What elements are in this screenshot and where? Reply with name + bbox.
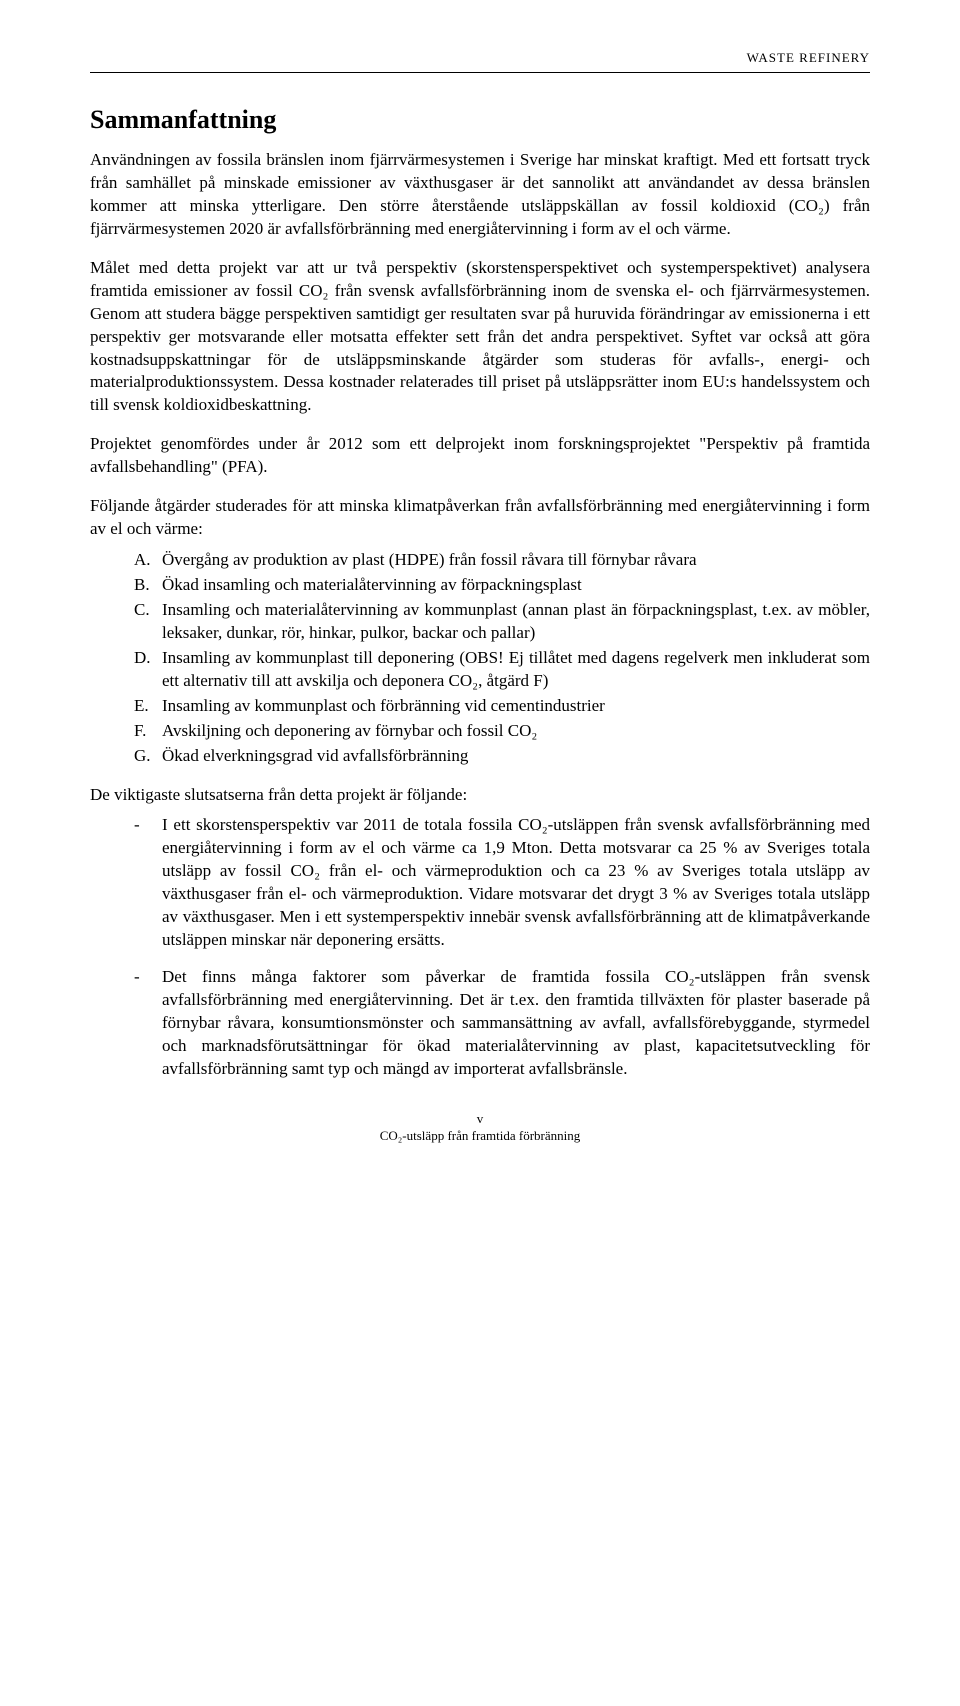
conclusion-text: Det finns många faktorer som påverkar de… [162, 966, 870, 1081]
list-marker: C. [134, 599, 162, 645]
page: WASTE REFINERY Sammanfattning Användning… [0, 0, 960, 1185]
measure-item: G. Ökad elverkningsgrad vid avfallsförbr… [134, 745, 870, 768]
measure-text: Avskiljning och deponering av förnybar o… [162, 720, 870, 743]
list-marker: - [134, 814, 162, 952]
conclusions-list: - I ett skorstensperspektiv var 2011 de … [90, 814, 870, 1080]
list-marker: B. [134, 574, 162, 597]
conclusion-item: - I ett skorstensperspektiv var 2011 de … [134, 814, 870, 952]
list-marker: D. [134, 647, 162, 693]
list-marker: F. [134, 720, 162, 743]
list-marker: E. [134, 695, 162, 718]
paragraph-project: Projektet genomfördes under år 2012 som … [90, 433, 870, 479]
measure-text: Insamling av kommunplast till deponering… [162, 647, 870, 693]
conclusion-text: I ett skorstensperspektiv var 2011 de to… [162, 814, 870, 952]
measures-list: A. Övergång av produktion av plast (HDPE… [90, 549, 870, 767]
list-marker: - [134, 966, 162, 1081]
paragraph-goal: Målet med detta projekt var att ur två p… [90, 257, 870, 418]
page-footer: v CO₂-utsläpp från framtida förbränning [90, 1111, 870, 1145]
conclusion-item: - Det finns många faktorer som påverkar … [134, 966, 870, 1081]
measure-text: Insamling och materialåtervinning av kom… [162, 599, 870, 645]
measure-item: B. Ökad insamling och materialåtervinnin… [134, 574, 870, 597]
measure-text: Ökad elverkningsgrad vid avfallsförbränn… [162, 745, 870, 768]
header-brand: WASTE REFINERY [747, 50, 870, 65]
list-marker: G. [134, 745, 162, 768]
document-title: Sammanfattning [90, 105, 870, 135]
measure-text: Övergång av produktion av plast (HDPE) f… [162, 549, 870, 572]
page-number: v [90, 1111, 870, 1128]
measure-text: Ökad insamling och materialåtervinning a… [162, 574, 870, 597]
paragraph-intro: Användningen av fossila bränslen inom fj… [90, 149, 870, 241]
page-header: WASTE REFINERY [90, 50, 870, 73]
footer-caption: CO₂-utsläpp från framtida förbränning [90, 1128, 870, 1145]
measure-item: E. Insamling av kommunplast och förbränn… [134, 695, 870, 718]
measures-intro: Följande åtgärder studerades för att min… [90, 495, 870, 541]
measure-text: Insamling av kommunplast och förbränning… [162, 695, 870, 718]
measure-item: C. Insamling och materialåtervinning av … [134, 599, 870, 645]
conclusions-intro: De viktigaste slutsatserna från detta pr… [90, 784, 870, 807]
measure-item: A. Övergång av produktion av plast (HDPE… [134, 549, 870, 572]
measure-item: D. Insamling av kommunplast till deponer… [134, 647, 870, 693]
list-marker: A. [134, 549, 162, 572]
measure-item: F. Avskiljning och deponering av förnyba… [134, 720, 870, 743]
